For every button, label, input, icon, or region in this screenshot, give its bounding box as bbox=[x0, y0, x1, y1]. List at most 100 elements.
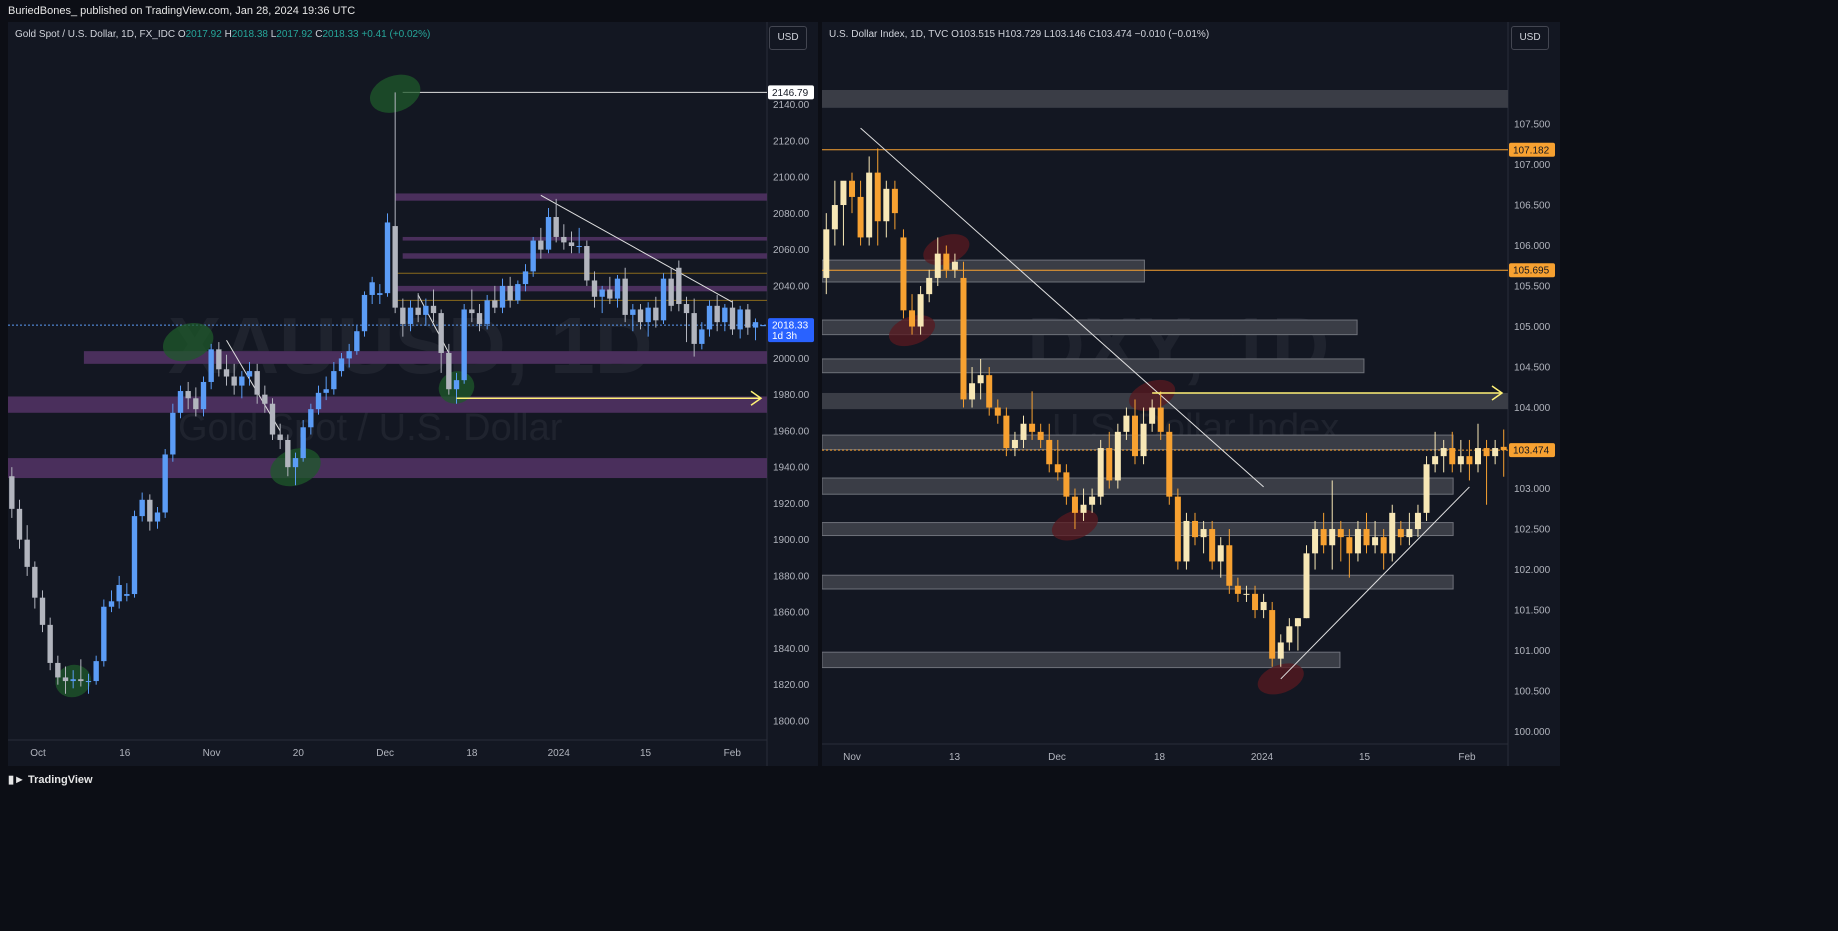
candle-body bbox=[691, 313, 697, 344]
candle-body bbox=[193, 398, 199, 410]
dxy-symbol-label: U.S. Dollar Index, 1D, TVC bbox=[829, 29, 949, 40]
candle-body bbox=[231, 376, 237, 386]
candle-body bbox=[986, 375, 993, 408]
candle-body bbox=[1192, 520, 1199, 538]
candle-body bbox=[70, 679, 76, 682]
candle-body bbox=[200, 381, 207, 410]
target-arrow-head bbox=[1491, 385, 1504, 401]
high-price-badge-bg bbox=[768, 85, 814, 100]
candle-body bbox=[354, 331, 360, 352]
candle-body bbox=[423, 305, 429, 315]
candle-body bbox=[223, 369, 230, 377]
dxy-watermark-ticker: DXY, 1D bbox=[1027, 301, 1330, 390]
candle-body bbox=[722, 307, 728, 323]
candle-body bbox=[400, 307, 406, 324]
level-price-badge-text: 105.695 bbox=[1513, 266, 1550, 277]
candle-body bbox=[492, 300, 498, 308]
time-tick-label: 20 bbox=[293, 748, 305, 759]
time-tick-label: Nov bbox=[203, 748, 221, 759]
gold-change-value: +0.41 (+0.02%) bbox=[361, 29, 431, 40]
candle-body bbox=[1029, 423, 1036, 432]
candle-body bbox=[1046, 439, 1053, 465]
time-tick-label: Dec bbox=[376, 748, 394, 759]
candle-body bbox=[1397, 529, 1404, 538]
candle-body bbox=[1037, 431, 1044, 440]
gold-chart-pane[interactable]: XAUUSD, 1D Gold Spot / U.S. Dollar 2140.… bbox=[8, 22, 818, 766]
candle-body bbox=[1363, 529, 1370, 546]
candle-body bbox=[9, 476, 15, 509]
candle-body bbox=[453, 380, 460, 390]
level-price-badge-bg bbox=[1509, 142, 1555, 157]
price-tick-label: 106.000 bbox=[1514, 241, 1551, 252]
price-tick-label: 100.000 bbox=[1514, 727, 1551, 738]
footer-bar: ▮► TradingView bbox=[0, 770, 1568, 794]
candle-body bbox=[1277, 642, 1284, 659]
candle-body bbox=[24, 539, 30, 567]
candle-body bbox=[78, 679, 84, 682]
support-zone bbox=[8, 458, 767, 479]
dxy-low-value: 103.146 bbox=[1049, 29, 1086, 40]
candle-body bbox=[308, 409, 314, 428]
candle-body bbox=[384, 222, 391, 294]
candle-body bbox=[139, 499, 145, 517]
candle-body bbox=[538, 240, 544, 250]
candle-body bbox=[1294, 618, 1301, 627]
reaction-highlight-circle bbox=[1257, 663, 1304, 695]
candle-body bbox=[1492, 448, 1499, 457]
dxy-currency-button[interactable]: USD bbox=[1511, 26, 1549, 50]
candle-body bbox=[1157, 407, 1164, 432]
candle-body bbox=[300, 427, 306, 459]
candle-body bbox=[55, 662, 61, 678]
candle-body bbox=[1020, 423, 1027, 440]
demand-zone bbox=[822, 651, 1341, 669]
candle-body bbox=[1106, 448, 1113, 481]
candle-body bbox=[1423, 464, 1430, 513]
gold-currency-button[interactable]: USD bbox=[769, 26, 807, 50]
price-tick-label: 2000.00 bbox=[773, 354, 810, 365]
candle-body bbox=[926, 277, 933, 295]
tradingview-logo[interactable]: ▮► TradingView bbox=[8, 773, 93, 786]
candle-body bbox=[1406, 529, 1413, 538]
candle-body bbox=[683, 304, 690, 314]
last-price-badge-bg bbox=[1509, 443, 1555, 458]
high-price-badge-text: 2146.79 bbox=[772, 88, 809, 99]
price-tick-label: 1940.00 bbox=[773, 463, 810, 474]
candle-body bbox=[607, 289, 613, 299]
last-price-badge-text: 2018.33 bbox=[772, 321, 809, 332]
candle-body bbox=[1337, 529, 1344, 538]
candle-body bbox=[637, 309, 644, 323]
candle-body bbox=[1372, 537, 1379, 546]
candle-body bbox=[653, 307, 659, 321]
dxy-candlestick-chart[interactable]: 107.500 107.000 106.500 106.000 105.500 105.0… bbox=[822, 22, 1560, 766]
dxy-change-value: −0.010 (−0.01%) bbox=[1134, 29, 1210, 40]
candle-body bbox=[1071, 496, 1078, 513]
candle-body bbox=[849, 180, 856, 197]
candle-body bbox=[699, 329, 705, 344]
candle-body bbox=[1174, 496, 1181, 562]
candle-body bbox=[522, 271, 529, 285]
dxy-chart-pane[interactable]: DXY, 1D U.S. Dollar Index 107.500 107.000… bbox=[822, 22, 1560, 766]
candle-body bbox=[1063, 472, 1070, 497]
price-tick-label: 1820.00 bbox=[773, 680, 810, 691]
time-tick-label: 18 bbox=[1154, 752, 1166, 763]
time-tick-label: Oct bbox=[30, 748, 46, 759]
candle-body bbox=[530, 240, 536, 272]
level-price-badge: 105.695 bbox=[1509, 263, 1555, 278]
time-tick-label: 15 bbox=[1359, 752, 1371, 763]
publisher-line: BuriedBones_ published on TradingView.co… bbox=[8, 5, 356, 17]
candle-body bbox=[909, 310, 916, 327]
price-tick-label: 1840.00 bbox=[773, 644, 810, 655]
candle-body bbox=[1097, 448, 1104, 497]
candle-body bbox=[1414, 512, 1421, 530]
swing-highlight-circle bbox=[162, 322, 214, 362]
gold-close-value: 2018.33 bbox=[322, 29, 359, 40]
candle-body bbox=[1166, 431, 1173, 497]
price-tick-label: 1860.00 bbox=[773, 608, 810, 619]
candle-body bbox=[1329, 529, 1336, 546]
candle-body bbox=[285, 439, 291, 468]
candle-body bbox=[315, 392, 322, 410]
candle-body bbox=[1440, 448, 1447, 457]
candle-body bbox=[361, 294, 368, 332]
candle-body bbox=[277, 434, 283, 440]
gold-candlestick-chart[interactable]: 2140.00 2120.00 2100.00 2080.00 2060.00 2040.… bbox=[8, 22, 818, 766]
